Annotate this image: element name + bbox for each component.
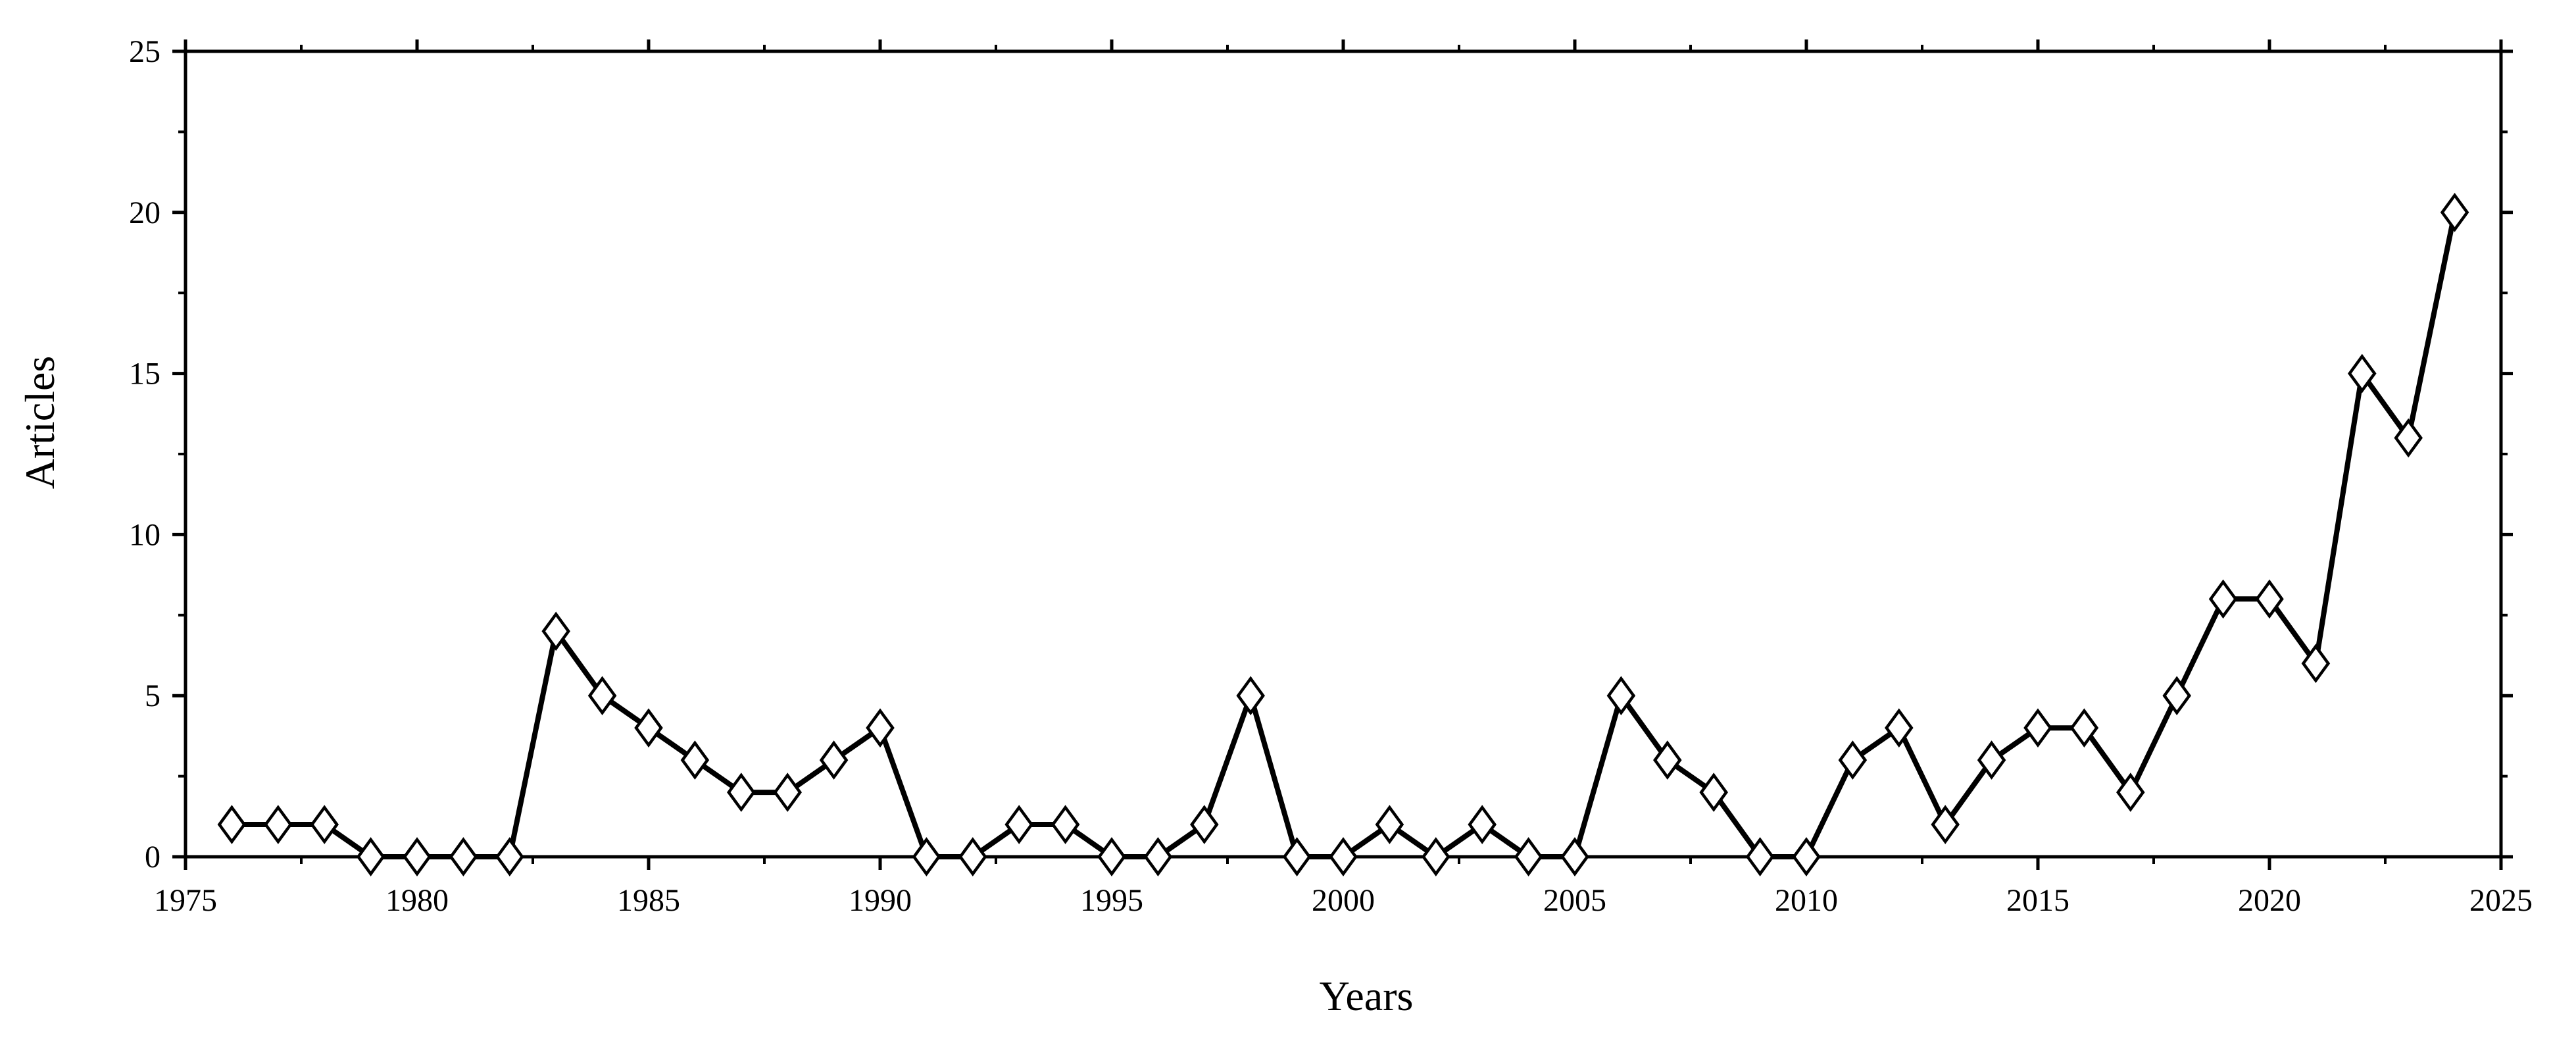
y-tick-label: 0 [145,840,161,875]
data-point [1653,740,1682,780]
data-point [2208,579,2238,619]
data-point [2394,418,2423,458]
data-point [1745,837,1775,876]
data-point [1004,805,1033,844]
data-point [264,805,293,844]
data-point [2116,773,2145,812]
data-point [1143,837,1173,876]
data-point [866,708,895,748]
data-point [634,708,663,748]
x-axis-title: Years [1320,973,1414,1019]
data-point [680,740,710,780]
data-point [2069,708,2099,748]
y-tick-label: 20 [129,195,161,230]
data-point [2023,708,2052,748]
data-point [819,740,849,780]
data-point [1422,837,1450,876]
data-point [1792,837,1821,876]
data-point [587,676,617,716]
data-point [1560,837,1589,876]
data-point [356,837,385,876]
data-point [2255,579,2284,619]
data-point [541,611,570,651]
y-tick-label: 25 [129,34,161,69]
data-point [958,837,987,876]
x-tick-label: 2025 [2469,883,2533,918]
y-tick-label: 15 [129,357,161,392]
data-point [2301,644,2331,684]
data-point [1282,837,1312,876]
data-point [1329,837,1358,876]
data-point [1699,773,1728,812]
data-point [449,837,478,876]
x-tick-label: 1995 [1080,883,1143,918]
data-point [1190,805,1219,844]
data-point [1606,676,1636,716]
data-point [2348,353,2377,394]
data-point [1885,708,1914,748]
data-point [1468,805,1497,844]
data-point [1051,805,1080,844]
x-tick-label: 2010 [1775,883,1838,918]
series-articles [217,192,2469,876]
data-point [727,773,756,812]
x-tick-label: 2005 [1543,883,1606,918]
x-tick-label: 1975 [154,883,217,918]
data-point [403,837,432,876]
data-point [217,805,247,844]
data-point [1977,740,2006,780]
x-tick-label: 1985 [617,883,680,918]
data-point [912,837,941,876]
x-tick-label: 2020 [2238,883,2301,918]
data-point [495,837,524,876]
data-point [773,773,802,812]
data-point [1097,837,1126,876]
y-tick-label: 10 [129,517,161,552]
x-tick-label: 2000 [1312,883,1375,918]
data-point [1931,805,1960,844]
y-tick-label: 5 [145,678,161,713]
y-axis-title: Articles [16,356,63,490]
data-point [1236,676,1265,716]
data-point [2162,676,2191,716]
x-tick-label: 1990 [849,883,912,918]
x-tick-label: 2015 [2006,883,2069,918]
x-tick-label: 1980 [385,883,449,918]
data-point [2440,192,2469,232]
data-point [1375,805,1404,844]
data-point [1514,837,1543,876]
data-point [310,805,339,844]
data-point [1838,740,1868,780]
axes: 1975 1980 1985 1990 1995 2000 2005 2010 2015 2020… [129,34,2533,918]
